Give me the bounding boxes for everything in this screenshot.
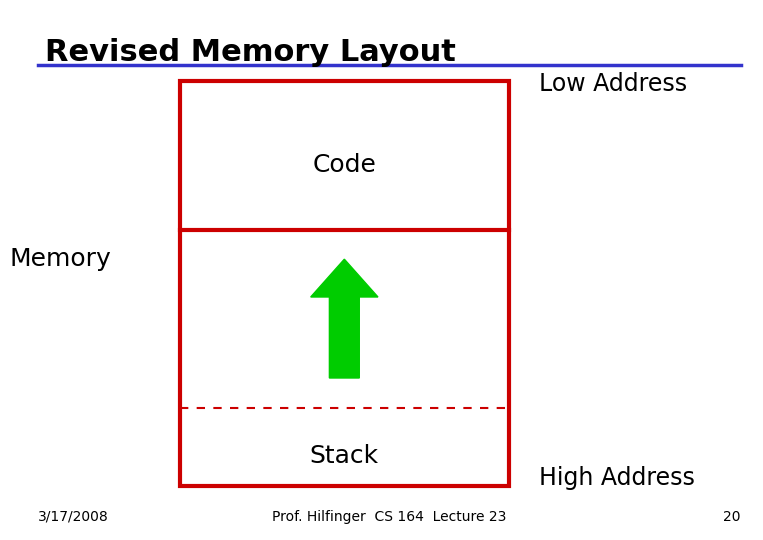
- Text: Low Address: Low Address: [539, 72, 687, 96]
- Text: Code: Code: [312, 153, 376, 177]
- Text: Memory: Memory: [9, 247, 111, 271]
- Text: Stack: Stack: [310, 444, 379, 468]
- Bar: [180, 81, 509, 486]
- Text: Revised Memory Layout: Revised Memory Layout: [45, 38, 456, 67]
- FancyArrow shape: [311, 259, 378, 378]
- Text: 20: 20: [723, 510, 741, 524]
- Text: Prof. Hilfinger  CS 164  Lecture 23: Prof. Hilfinger CS 164 Lecture 23: [272, 510, 507, 524]
- Text: High Address: High Address: [539, 466, 694, 490]
- Text: 3/17/2008: 3/17/2008: [38, 510, 108, 524]
